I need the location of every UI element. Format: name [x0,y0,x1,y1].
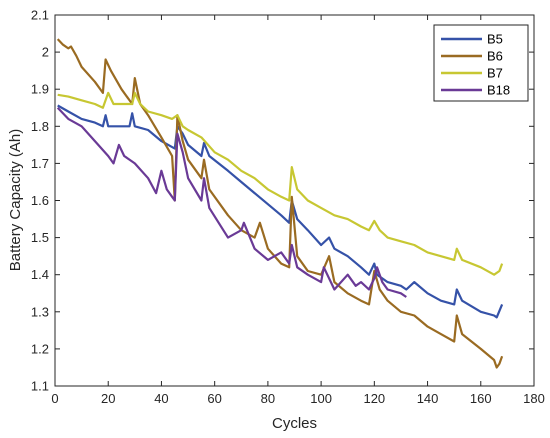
series-line-b18 [56,107,407,298]
y-tick-label: 2.1 [31,8,49,23]
y-tick-label: 2 [42,45,49,60]
x-tick-label: 40 [154,391,168,406]
y-tick-label: 1.1 [31,379,49,394]
y-axis-label: Battery Capacity (Ah) [7,129,24,272]
x-tick-label: 120 [363,391,385,406]
series-layer [56,38,504,369]
x-tick-label: 180 [523,391,545,406]
legend-label-b5: B5 [487,32,503,47]
y-tick-label: 1.8 [31,119,49,134]
y-tick-label: 1.5 [31,230,49,245]
legend-label-b7: B7 [487,66,503,81]
y-tick-label: 1.3 [31,304,49,319]
series-line-b6 [56,38,504,369]
y-tick-label: 1.7 [31,156,49,171]
x-tick-label: 160 [470,391,492,406]
legend: B5 B6 B7 B18 [433,24,529,102]
x-tick-label: 60 [207,391,221,406]
x-axis-ticks: 0 20 40 60 80 100 120 140 160 180 [51,15,545,406]
legend-label-b6: B6 [487,49,503,64]
series-line-b7 [57,91,504,276]
x-tick-label: 100 [310,391,332,406]
y-tick-label: 1.6 [31,193,49,208]
x-tick-label: 20 [101,391,115,406]
y-tick-label: 1.9 [31,82,49,97]
y-axis-ticks: 1.1 1.2 1.3 1.4 1.5 1.6 1.7 1.8 1.9 2 2.1 [31,8,534,394]
x-axis-label: Cycles [272,415,317,432]
legend-box [433,24,529,102]
x-tick-label: 0 [51,391,58,406]
x-tick-label: 140 [417,391,439,406]
series-line-b5 [57,104,504,319]
legend-label-b18: B18 [487,83,510,98]
y-tick-label: 1.4 [31,267,49,282]
y-tick-label: 1.2 [31,341,49,356]
x-tick-label: 80 [261,391,275,406]
